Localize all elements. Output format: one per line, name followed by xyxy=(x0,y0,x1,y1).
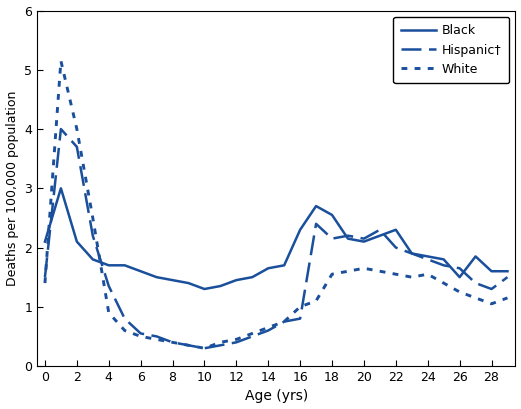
Black xyxy=(169,278,176,283)
White xyxy=(393,272,399,276)
White xyxy=(58,58,64,63)
White xyxy=(201,346,207,351)
Hispanic† xyxy=(473,281,479,285)
White xyxy=(233,337,240,342)
Hispanic† xyxy=(441,263,447,268)
Black xyxy=(265,266,271,271)
Hispanic† xyxy=(138,331,144,336)
Hispanic† xyxy=(201,346,207,351)
Black xyxy=(488,269,494,274)
Hispanic† xyxy=(90,233,96,238)
Black xyxy=(297,227,303,232)
White xyxy=(345,269,351,274)
Black xyxy=(90,257,96,262)
Black xyxy=(393,227,399,232)
Hispanic† xyxy=(361,236,367,241)
Hispanic† xyxy=(106,283,112,288)
Black xyxy=(106,263,112,268)
Hispanic† xyxy=(73,144,80,149)
White xyxy=(185,343,192,348)
Black xyxy=(281,263,287,268)
Line: Black: Black xyxy=(45,188,507,289)
White xyxy=(281,319,287,324)
Y-axis label: Deaths per 100,000 population: Deaths per 100,000 population xyxy=(6,91,19,286)
Hispanic† xyxy=(504,275,511,280)
Hispanic† xyxy=(425,257,431,262)
Black xyxy=(73,239,80,244)
Hispanic† xyxy=(121,316,128,321)
Hispanic† xyxy=(313,221,319,226)
Hispanic† xyxy=(488,287,494,292)
Black xyxy=(201,287,207,292)
X-axis label: Age (yrs): Age (yrs) xyxy=(244,389,308,403)
White xyxy=(154,337,160,342)
Hispanic† xyxy=(377,227,383,232)
White xyxy=(377,269,383,274)
Hispanic† xyxy=(345,233,351,238)
Black xyxy=(313,204,319,209)
Hispanic† xyxy=(408,251,415,256)
White xyxy=(169,340,176,345)
Black xyxy=(504,269,511,274)
White xyxy=(217,340,224,345)
White xyxy=(265,325,271,330)
White xyxy=(121,328,128,333)
Hispanic† xyxy=(297,316,303,321)
Hispanic† xyxy=(154,334,160,339)
White xyxy=(441,281,447,285)
White xyxy=(456,290,463,294)
Hispanic† xyxy=(169,340,176,345)
White xyxy=(329,272,335,276)
Hispanic† xyxy=(185,343,192,348)
Black xyxy=(185,281,192,285)
Black xyxy=(408,251,415,256)
Black xyxy=(233,278,240,283)
Black xyxy=(473,254,479,259)
Line: Hispanic†: Hispanic† xyxy=(45,129,507,348)
Hispanic† xyxy=(265,328,271,333)
White xyxy=(313,299,319,303)
Hispanic† xyxy=(58,127,64,132)
Legend: Black, Hispanic†, White: Black, Hispanic†, White xyxy=(393,17,509,83)
White xyxy=(504,295,511,300)
Hispanic† xyxy=(249,334,255,339)
Black xyxy=(154,275,160,280)
White xyxy=(361,266,367,271)
White xyxy=(138,334,144,339)
Black xyxy=(138,269,144,274)
Black xyxy=(58,186,64,191)
White xyxy=(473,295,479,300)
Black xyxy=(249,275,255,280)
White xyxy=(106,310,112,315)
Line: White: White xyxy=(45,61,507,348)
White xyxy=(42,281,48,285)
Black xyxy=(42,239,48,244)
Hispanic† xyxy=(42,275,48,280)
White xyxy=(249,331,255,336)
Black xyxy=(441,257,447,262)
White xyxy=(90,216,96,220)
Black xyxy=(121,263,128,268)
White xyxy=(297,304,303,309)
Black xyxy=(456,275,463,280)
Black xyxy=(425,254,431,259)
Hispanic† xyxy=(456,266,463,271)
White xyxy=(408,275,415,280)
Black xyxy=(345,236,351,241)
Black xyxy=(217,283,224,288)
Hispanic† xyxy=(281,319,287,324)
Hispanic† xyxy=(393,245,399,250)
White xyxy=(73,127,80,132)
Black xyxy=(361,239,367,244)
White xyxy=(488,301,494,306)
Black xyxy=(377,233,383,238)
White xyxy=(425,272,431,276)
Hispanic† xyxy=(329,236,335,241)
Hispanic† xyxy=(217,343,224,348)
Hispanic† xyxy=(233,340,240,345)
Black xyxy=(329,213,335,218)
